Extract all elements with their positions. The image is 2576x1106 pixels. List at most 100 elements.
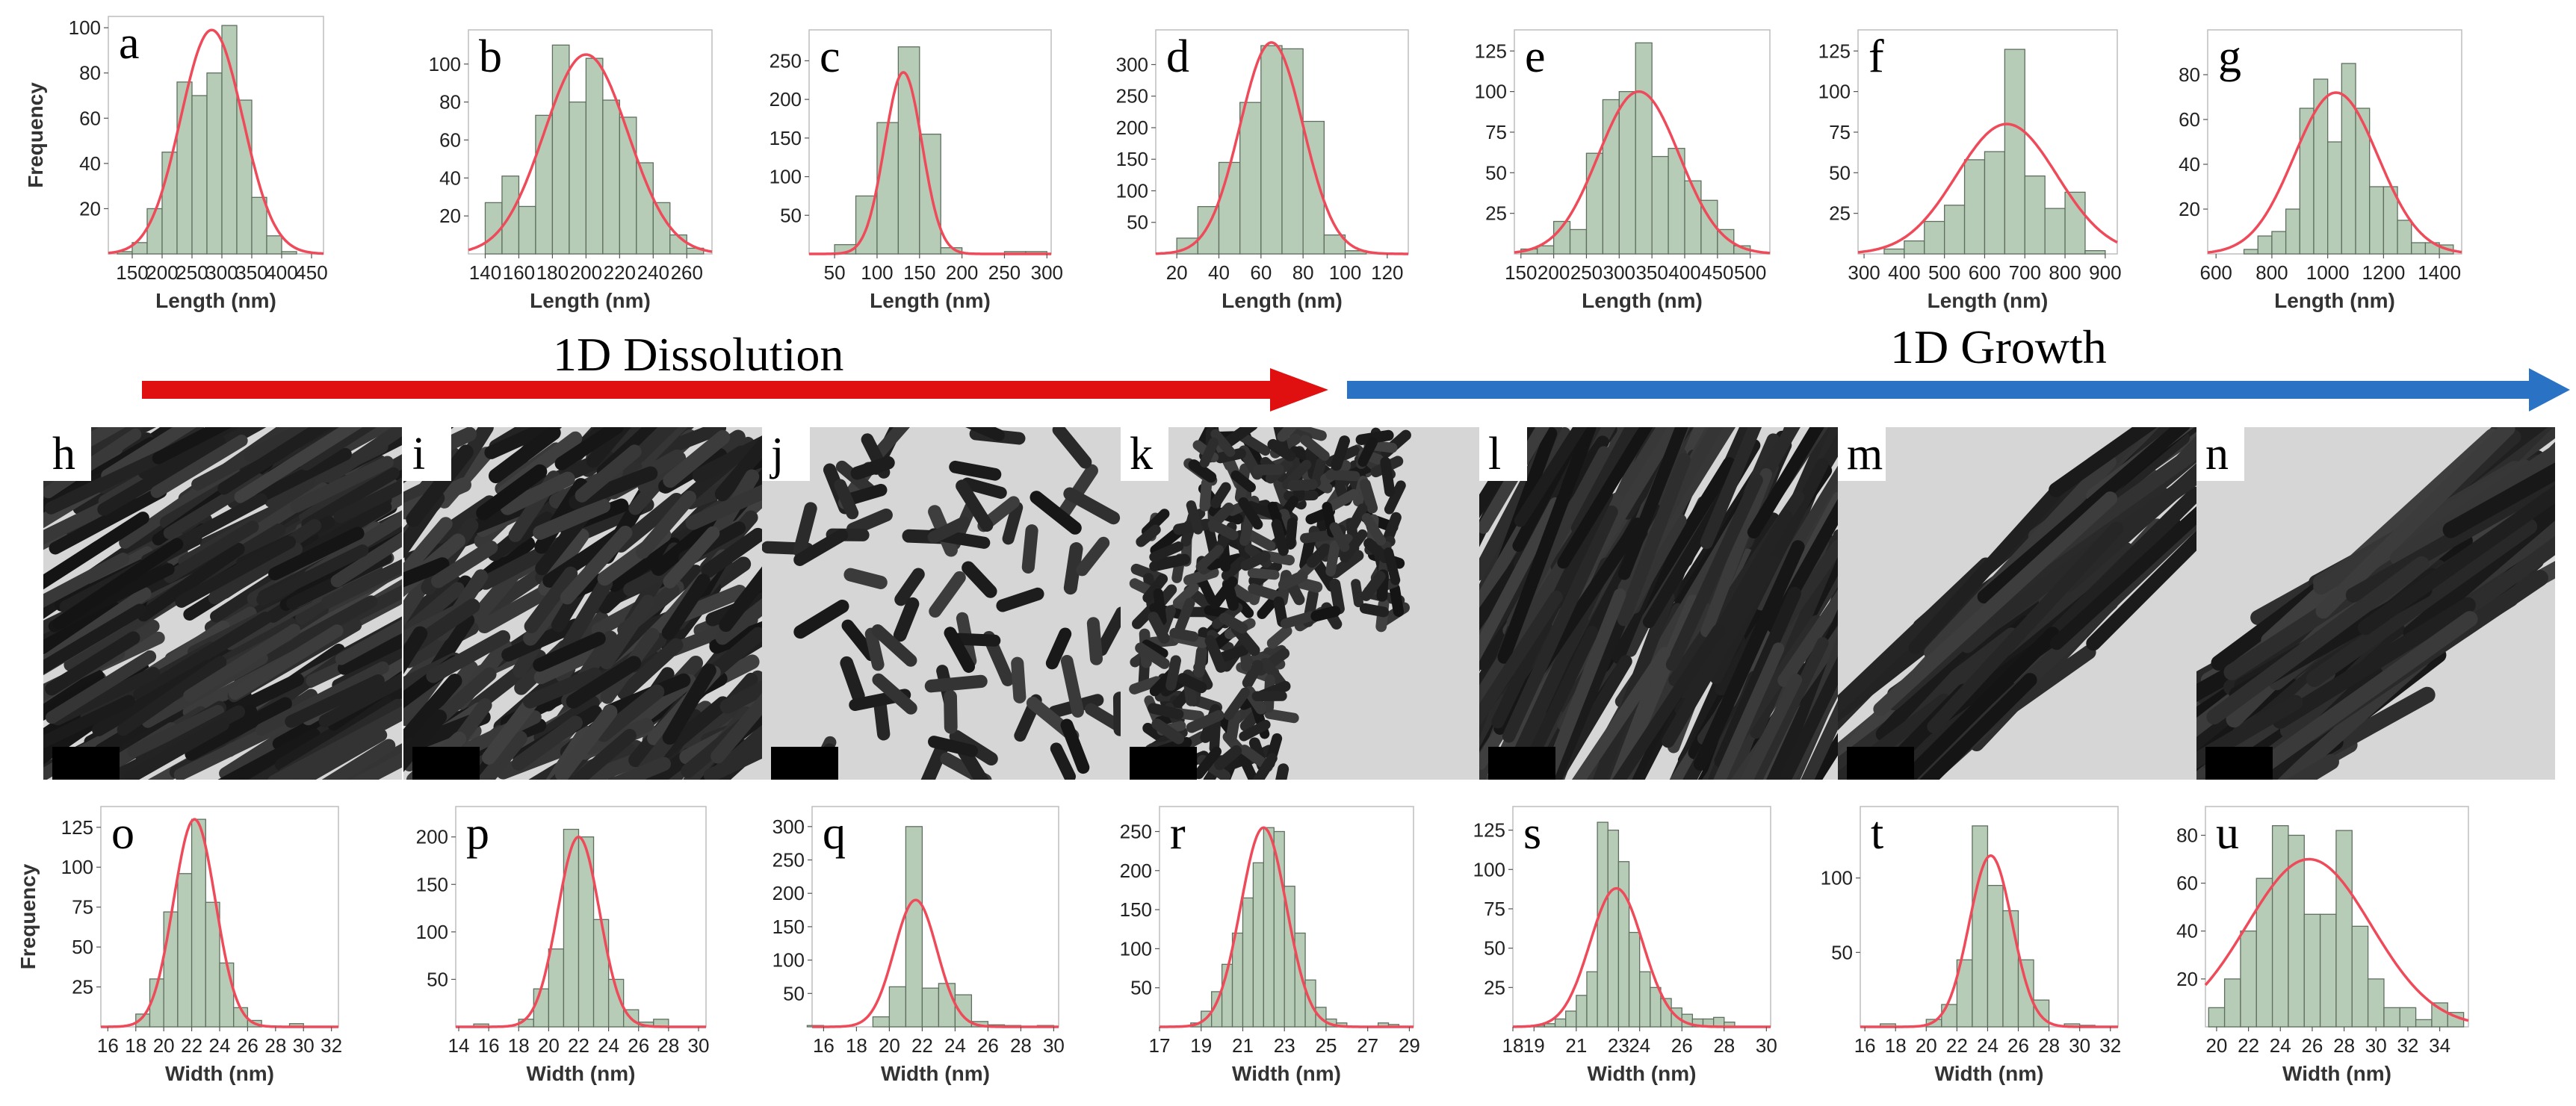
nanorod (1086, 617, 1103, 665)
histogram-panel-d: 20 40 60 80 100 120 50 100 150 200 250 300 Length (n… (1116, 29, 1409, 312)
x-axis-label: Length (nm) (870, 289, 991, 312)
x-tick-label: 800 (2255, 261, 2288, 284)
y-tick-label: 80 (2179, 63, 2200, 86)
x-tick-label: 50 (824, 261, 846, 284)
nanorod (1252, 753, 1278, 780)
nanorod (996, 587, 1044, 612)
nanorod (137, 542, 245, 622)
nanorod (52, 538, 184, 630)
nanorod (1389, 583, 1404, 617)
nanorod (285, 674, 385, 728)
nanorod (1896, 627, 2060, 780)
x-tick-label: 1000 (2306, 261, 2350, 284)
nanorod (1331, 435, 1350, 471)
panel-letter: a (119, 18, 140, 69)
histogram-bar (191, 95, 208, 255)
histogram-bar (1924, 220, 1945, 255)
nanorod (1011, 656, 1027, 703)
panel-letter: s (1523, 808, 1541, 859)
histogram-bar (2002, 910, 2019, 1028)
nanorod (1238, 752, 1259, 780)
nanorods (43, 427, 402, 780)
normal-fit-curve (101, 818, 338, 1028)
x-tick-label: 22 (568, 1034, 589, 1057)
nanorod (314, 427, 402, 490)
nanorod (43, 503, 108, 545)
nanorod (705, 627, 762, 682)
histogram-bar (1197, 205, 1220, 255)
nanorod (1199, 437, 1219, 467)
nanorod (1285, 518, 1298, 550)
y-tick-label: 100 (1818, 81, 1851, 103)
x-tick-label: 20 (153, 1034, 175, 1057)
nanorod (333, 479, 402, 524)
nanorod (1329, 522, 1350, 553)
histogram-bar (2243, 249, 2258, 255)
histogram-bar (548, 948, 565, 1028)
normal-fit-curve (1860, 854, 2118, 1028)
y-tick-label: 125 (61, 816, 93, 839)
x-tick-label: 250 (1570, 261, 1603, 284)
nanorod (1188, 459, 1217, 483)
histogram-bar (888, 986, 907, 1028)
nanorod (962, 561, 997, 598)
nanorod (403, 626, 428, 675)
nanorod (1165, 655, 1181, 692)
nanorod (949, 460, 1002, 481)
normal-fit-curve (1857, 122, 2118, 254)
nanorod (43, 512, 149, 590)
y-tick-label: 100 (773, 949, 805, 972)
x-tick-label: 28 (1713, 1034, 1735, 1057)
nanorod (403, 582, 465, 644)
nanorod (928, 736, 979, 757)
nanorod (1210, 576, 1238, 609)
y-tick-label: 20 (2176, 968, 2198, 990)
nanorod (1224, 427, 1258, 447)
histogram-bar (2341, 63, 2356, 255)
histogram-bar (1260, 45, 1283, 255)
width-histograms-row: 16 18 20 22 24 26 28 30 32 25 50 75 100 125 Width (nm)… (16, 806, 2469, 1085)
histogram-bar (2335, 830, 2353, 1028)
nanorod (560, 525, 633, 605)
x-axis-label: Width (nm) (1935, 1062, 2044, 1085)
nanorod (533, 632, 606, 672)
histogram-bar (1635, 42, 1653, 255)
nanorod (1264, 709, 1299, 724)
nanorod (335, 619, 402, 665)
nanorod (1050, 742, 1076, 780)
x-axis-label: Length (nm) (2274, 289, 2395, 312)
nanorod (1750, 637, 1829, 780)
y-axis-label: Frequency (16, 863, 40, 969)
nanorod (1305, 446, 1319, 480)
x-tick-label: 300 (1603, 261, 1635, 284)
y-tick-label: 200 (770, 88, 802, 111)
nanorod (1777, 589, 1838, 687)
histogram-bar (563, 828, 580, 1028)
x-tick-label: 28 (2038, 1034, 2060, 1057)
nanorod (894, 568, 925, 606)
histogram-bar (2285, 208, 2300, 255)
nanorod (944, 627, 976, 673)
y-tick-label: 250 (1116, 85, 1148, 108)
x-tick-label: 32 (321, 1034, 342, 1057)
dissolution-arrowhead (1270, 368, 1328, 411)
nanorod (927, 516, 970, 544)
nanorod (846, 508, 893, 536)
nanorods (1479, 427, 1838, 780)
nanorod (2442, 462, 2555, 538)
nanorod (595, 684, 665, 742)
y-tick-label: 200 (773, 882, 805, 904)
x-tick-label: 27 (1357, 1034, 1378, 1057)
panel-letter: o (111, 808, 134, 859)
nanorod (1700, 427, 1762, 550)
x-tick-label: 16 (813, 1034, 835, 1057)
histogram-bar (266, 235, 282, 255)
y-tick-label: 40 (79, 152, 101, 175)
nanorod (864, 627, 885, 671)
y-tick-label: 100 (1821, 867, 1853, 889)
y-tick-label: 100 (429, 53, 461, 75)
growth-label: 1D Growth (1890, 320, 2107, 373)
histogram-panel-u: 20 22 24 26 28 30 32 34 20 40 60 80 Width (nm) u (2176, 806, 2469, 1085)
tem-image-j: j (762, 427, 1121, 780)
x-tick-label: 16 (97, 1034, 119, 1057)
